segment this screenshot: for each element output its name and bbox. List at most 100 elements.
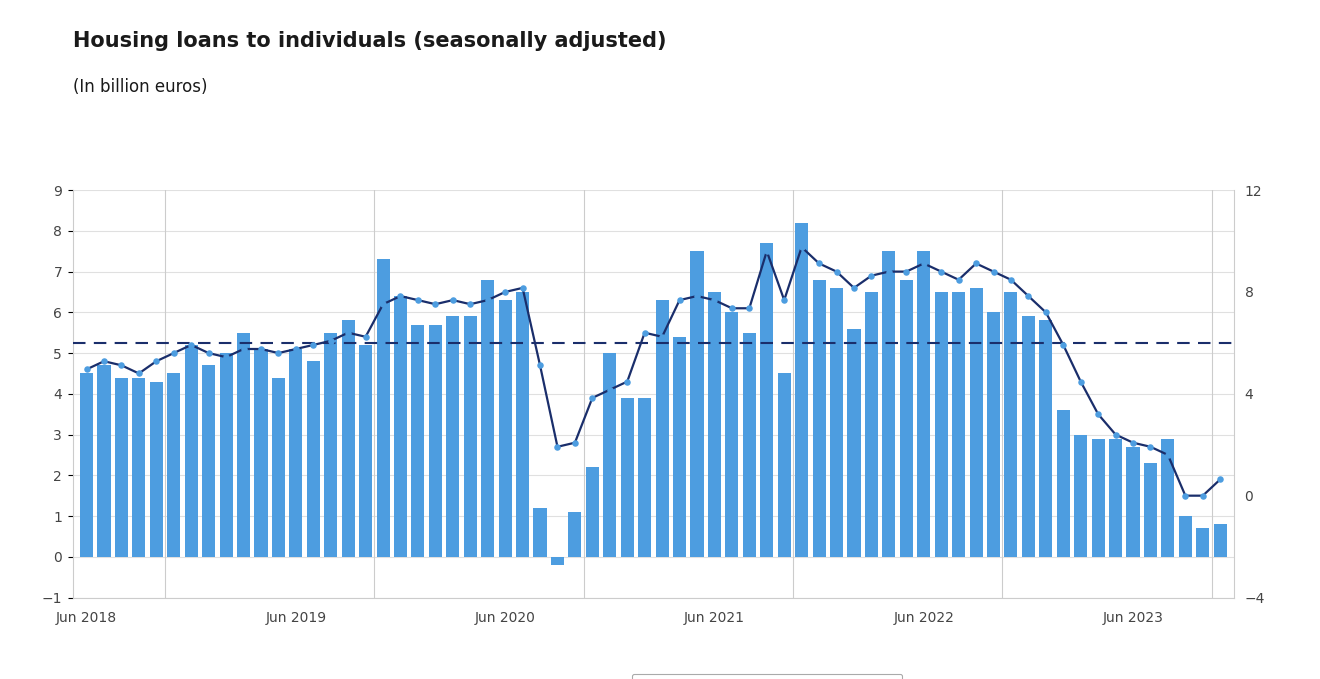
Bar	[1005, 292, 1018, 557]
Point	[215, 352, 236, 363]
Point	[355, 331, 376, 342]
Bar	[1109, 439, 1122, 557]
Bar	[586, 467, 599, 557]
Bar	[342, 320, 355, 557]
Bar	[255, 349, 268, 557]
Point	[1192, 490, 1213, 501]
Point	[565, 437, 586, 448]
Point	[546, 441, 568, 452]
Legend: Net flows (seasonally adjusted), 3-months moving average, 5 years average: Net flows (seasonally adjusted), 3-month…	[632, 674, 903, 679]
Point	[285, 344, 306, 354]
Point	[94, 356, 115, 367]
Bar	[115, 378, 128, 557]
Bar	[656, 300, 669, 557]
Bar	[865, 292, 878, 557]
Point	[931, 266, 952, 277]
Point	[704, 295, 725, 306]
Point	[1140, 441, 1162, 452]
Text: Housing loans to individuals (seasonally adjusted): Housing loans to individuals (seasonally…	[73, 31, 667, 50]
Bar	[325, 333, 338, 557]
Point	[338, 327, 359, 338]
Point	[965, 258, 986, 269]
Point	[389, 291, 411, 301]
Point	[634, 327, 655, 338]
Point	[268, 348, 289, 359]
Bar	[569, 512, 581, 557]
Bar	[306, 361, 319, 557]
Bar	[516, 292, 529, 557]
Bar	[952, 292, 965, 557]
Bar	[463, 316, 477, 557]
Bar	[132, 378, 145, 557]
Point	[198, 348, 219, 359]
Point	[669, 295, 690, 306]
Bar	[760, 243, 774, 557]
Point	[321, 335, 342, 346]
Point	[1018, 291, 1039, 301]
Bar	[708, 292, 721, 557]
Point	[739, 303, 760, 314]
Point	[878, 266, 899, 277]
Point	[826, 266, 847, 277]
Point	[721, 303, 742, 314]
Point	[477, 295, 498, 306]
Point	[1209, 474, 1230, 485]
Bar	[847, 329, 861, 557]
Point	[251, 344, 272, 354]
Bar	[1144, 463, 1158, 557]
Bar	[550, 557, 564, 565]
Point	[459, 299, 480, 310]
Bar	[620, 398, 634, 557]
Bar	[795, 223, 808, 557]
Point	[1175, 490, 1196, 501]
Point	[164, 348, 185, 359]
Point	[686, 291, 708, 301]
Point	[372, 299, 393, 310]
Bar	[603, 353, 616, 557]
Point	[232, 344, 253, 354]
Bar	[1074, 435, 1088, 557]
Point	[616, 376, 638, 387]
Point	[77, 364, 98, 375]
Bar	[168, 373, 181, 557]
Bar	[499, 300, 512, 557]
Point	[791, 242, 812, 253]
Bar	[533, 508, 546, 557]
Bar	[1057, 410, 1069, 557]
Bar	[1126, 447, 1139, 557]
Bar	[726, 312, 738, 557]
Point	[1001, 274, 1022, 285]
Point	[1122, 437, 1143, 448]
Bar	[393, 296, 407, 557]
Bar	[882, 251, 895, 557]
Bar	[1196, 528, 1209, 557]
Point	[1071, 376, 1092, 387]
Point	[442, 295, 463, 306]
Point	[774, 295, 795, 306]
Bar	[777, 373, 791, 557]
Point	[582, 392, 603, 403]
Point	[983, 266, 1005, 277]
Bar	[185, 345, 198, 557]
Bar	[289, 349, 302, 557]
Point	[1105, 429, 1126, 440]
Bar	[673, 337, 686, 557]
Point	[1035, 307, 1056, 318]
Bar	[412, 325, 425, 557]
Bar	[1179, 516, 1192, 557]
Bar	[359, 345, 372, 557]
Point	[861, 270, 882, 281]
Bar	[969, 288, 982, 557]
Point	[529, 360, 550, 371]
Point	[843, 282, 865, 293]
Point	[896, 266, 917, 277]
Point	[652, 331, 673, 342]
Point	[1158, 449, 1179, 460]
Bar	[482, 280, 494, 557]
Point	[302, 340, 323, 350]
Bar	[1162, 439, 1175, 557]
Bar	[1092, 439, 1105, 557]
Bar	[376, 259, 389, 557]
Point	[599, 384, 620, 395]
Point	[111, 360, 132, 371]
